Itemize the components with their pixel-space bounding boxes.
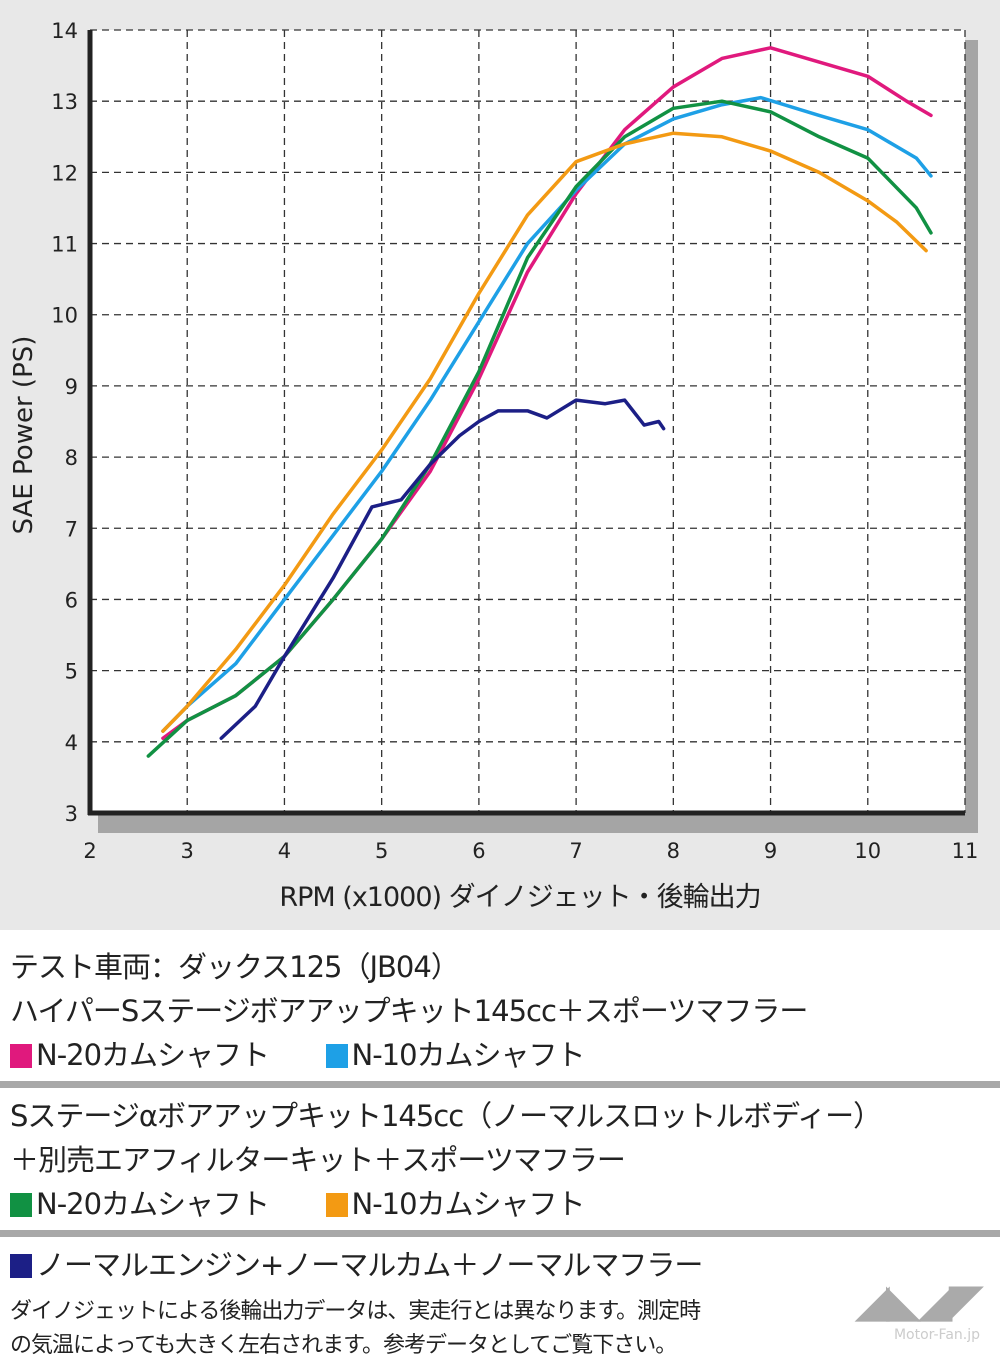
y-tick-label: 4 <box>65 731 78 755</box>
note-1: ダイノジェットによる後輪出力データは、実走行とは異なります。測定時 <box>10 1299 701 1324</box>
x-tick-label: 2 <box>83 839 96 863</box>
legend-normal: ノーマルエンジン+ノーマルカム＋ノーマルマフラー <box>36 1248 703 1282</box>
group2-title-2: ＋別売エアフィルターキット＋スポーツマフラー <box>10 1143 626 1177</box>
logo-site: Motor-Fan.jp <box>893 1327 980 1343</box>
legend-panel: テスト車両：ダックス125（JB04） ハイパーSステージボアアップキット145… <box>0 945 1000 1363</box>
y-tick-label: 7 <box>65 517 78 541</box>
swatch-cyan <box>325 1044 348 1068</box>
swatch-orange <box>325 1193 348 1217</box>
x-tick-label: 5 <box>375 839 388 863</box>
group2-title-1: Sステージαボアアップキット145cc（ノーマルスロットルボディー） <box>10 1099 882 1133</box>
y-tick-label: 5 <box>65 660 78 684</box>
legend-g1-n10: N-10カムシャフト <box>351 1038 586 1072</box>
plot-area <box>90 30 965 813</box>
vehicle-label: テスト車両：ダックス125（JB04） <box>10 950 460 984</box>
divider <box>0 1081 1000 1088</box>
x-tick-label: 7 <box>569 839 582 863</box>
series-line-1 <box>161 95 933 733</box>
swatch-green <box>10 1193 32 1217</box>
note-2: の気温によっても大きく左右されます。参考データとしてご覧下さい。 <box>10 1333 677 1358</box>
y-axis-label: SAE Power (PS) <box>9 336 39 535</box>
swatch-navy <box>10 1254 32 1278</box>
y-tick-label: 13 <box>51 90 78 114</box>
divider <box>0 1230 1000 1237</box>
swatch-magenta <box>10 1044 32 1068</box>
x-tick-label: 8 <box>667 839 680 863</box>
group1-legend: N-20カムシャフト N-10カムシャフト <box>0 1033 1000 1077</box>
x-tick-label: 10 <box>854 839 881 863</box>
x-tick-label: 9 <box>764 839 777 863</box>
x-tick-label: 11 <box>952 839 979 863</box>
group1-title: ハイパーSステージボアアップキット145cc＋スポーツマフラー <box>10 994 808 1028</box>
legend-g2-n10: N-10カムシャフト <box>351 1187 586 1221</box>
logo-mark: ◢◣◢◤ <box>854 1273 984 1327</box>
group2-legend: N-20カムシャフト N-10カムシャフト <box>0 1182 1000 1226</box>
y-tick-label: 10 <box>51 304 78 328</box>
x-tick-label: 6 <box>472 839 485 863</box>
y-tick-label: 12 <box>51 161 78 185</box>
series-line-4 <box>219 398 666 741</box>
x-tick-label: 3 <box>181 839 194 863</box>
x-tick-label: 4 <box>278 839 291 863</box>
y-tick-label: 3 <box>65 802 78 826</box>
normal-legend: ノーマルエンジン+ノーマルカム＋ノーマルマフラー <box>0 1243 1000 1287</box>
y-tick-label: 14 <box>51 19 78 43</box>
series-line-2 <box>146 99 933 758</box>
y-tick-label: 9 <box>65 375 78 399</box>
series-line-3 <box>161 131 928 733</box>
y-tick-label: 8 <box>65 446 78 470</box>
y-tick-label: 11 <box>51 233 78 257</box>
legend-g2-n20: N-20カムシャフト <box>36 1187 270 1221</box>
legend-g1-n20: N-20カムシャフト <box>36 1038 270 1072</box>
motorfan-logo: ◢◣◢◤ Motor-Fan.jp <box>854 1273 984 1343</box>
y-tick-label: 6 <box>65 588 78 612</box>
x-axis-label: RPM (x1000) ダイノジェット・後輪出力 <box>279 882 760 913</box>
